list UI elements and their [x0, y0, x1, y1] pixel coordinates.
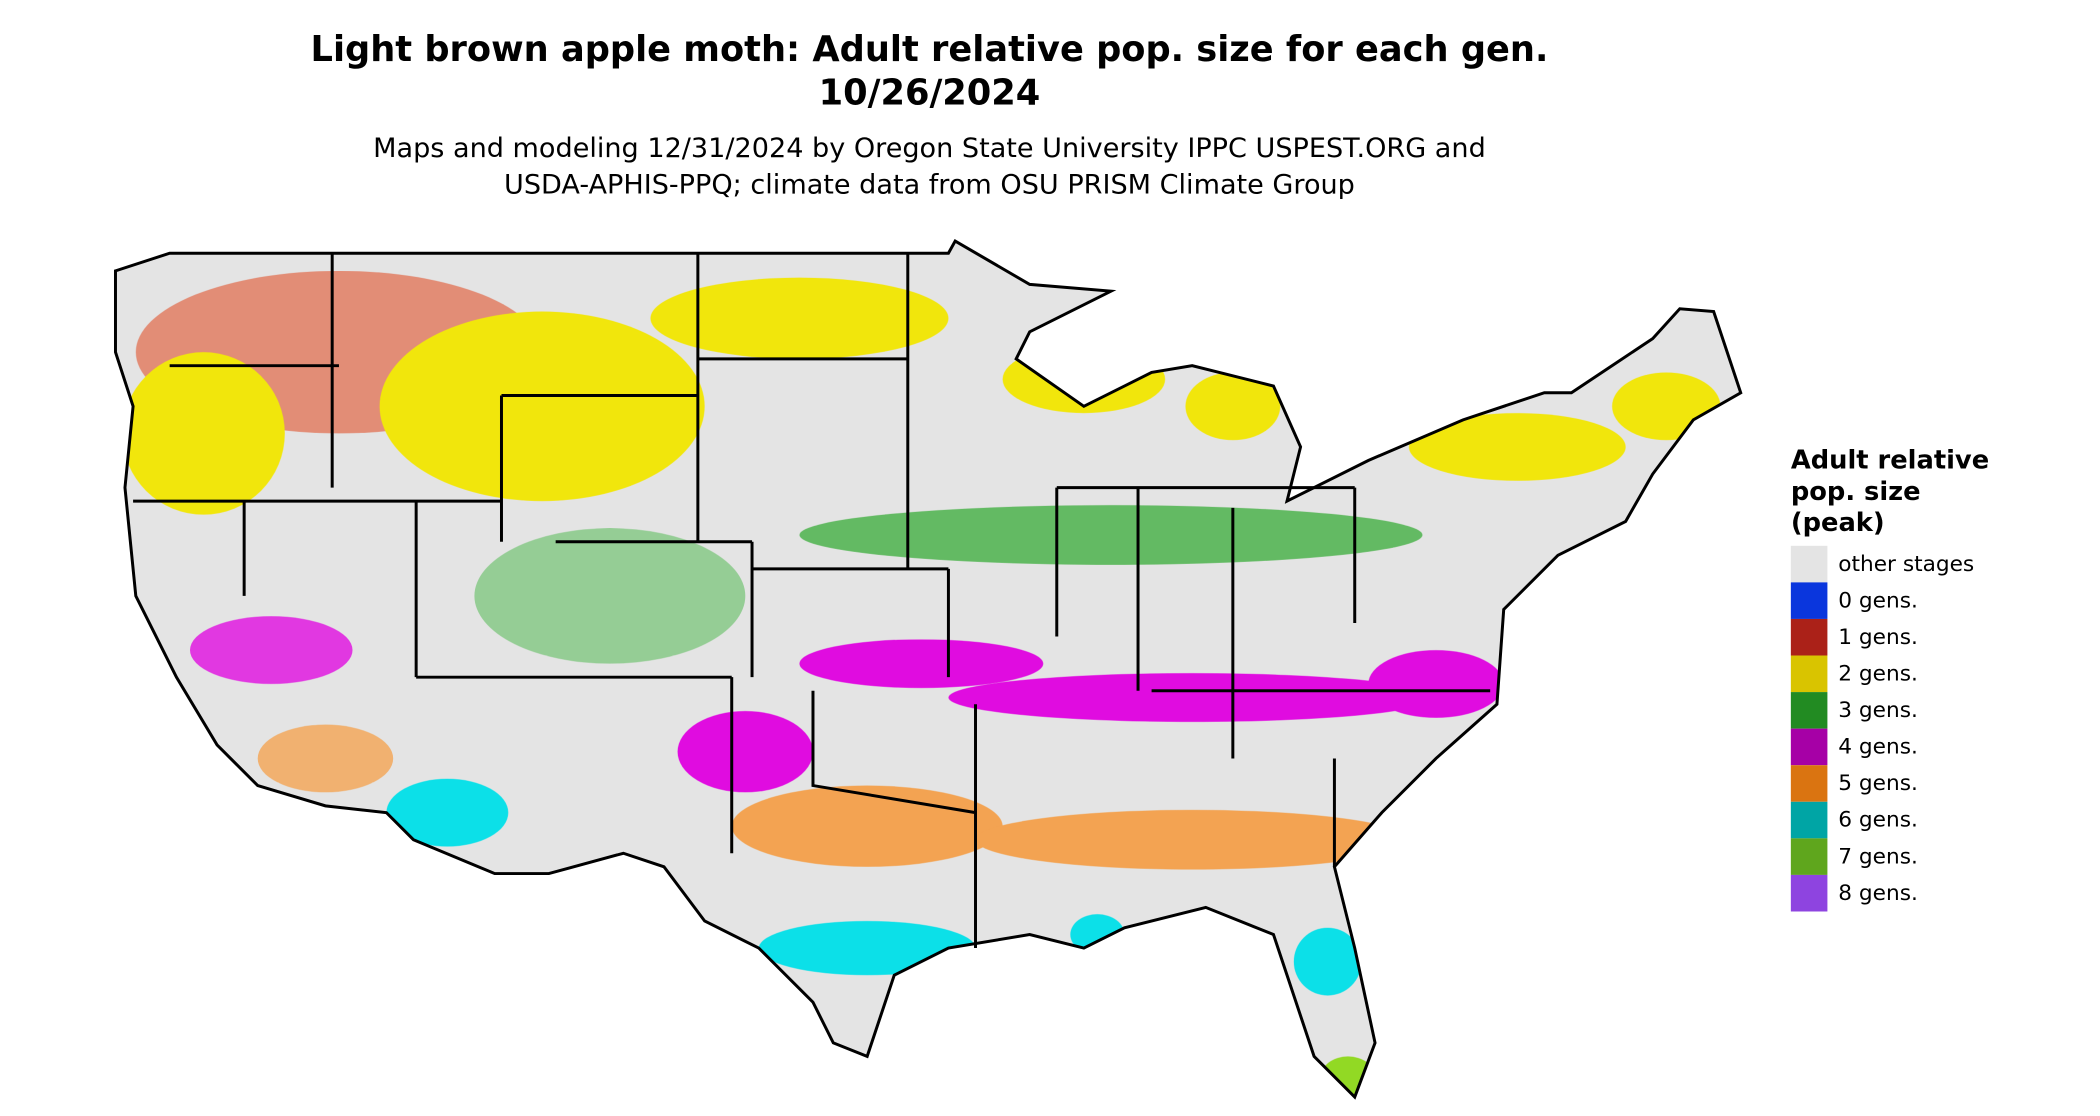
legend-label: 0 gens. — [1838, 588, 1918, 613]
title: Light brown apple moth: Adult relative p… — [311, 29, 1549, 70]
legend-swatch — [1790, 655, 1828, 693]
legend-swatch — [1790, 801, 1828, 839]
legend-label: 1 gens. — [1838, 625, 1918, 650]
legend-title: pop. size — [1791, 477, 1921, 507]
legend-label: 3 gens. — [1838, 698, 1918, 723]
legend-swatch — [1790, 545, 1828, 583]
legend-label: other stages — [1838, 552, 1974, 577]
subtitle: USDA-APHIS-PPQ; climate data from OSU PR… — [504, 170, 1355, 201]
legend-swatch — [1790, 618, 1828, 656]
legend-label: 2 gens. — [1838, 661, 1918, 686]
map — [113, 239, 1743, 1099]
legend-label: 4 gens. — [1838, 735, 1918, 760]
subtitle: Maps and modeling 12/31/2024 by Oregon S… — [373, 133, 1486, 164]
legend-swatch — [1790, 838, 1828, 875]
legend-swatch — [1790, 692, 1828, 729]
legend-label: 5 gens. — [1838, 771, 1918, 796]
legend-swatch — [1790, 765, 1828, 802]
legend-swatch — [1790, 728, 1828, 766]
legend-label: 7 gens. — [1838, 844, 1918, 869]
legend-swatch — [1790, 582, 1828, 619]
legend-label: 8 gens. — [1838, 881, 1918, 906]
legend-title: Adult relative — [1791, 446, 1989, 476]
legend-label: 6 gens. — [1838, 808, 1918, 833]
legend-swatch — [1790, 874, 1828, 912]
legend-title: (peak) — [1791, 508, 1885, 538]
title: 10/26/2024 — [819, 72, 1041, 113]
legend: other stages 0 gens. 1 gens. 2 gens. 3 gens.… — [1790, 545, 1974, 912]
